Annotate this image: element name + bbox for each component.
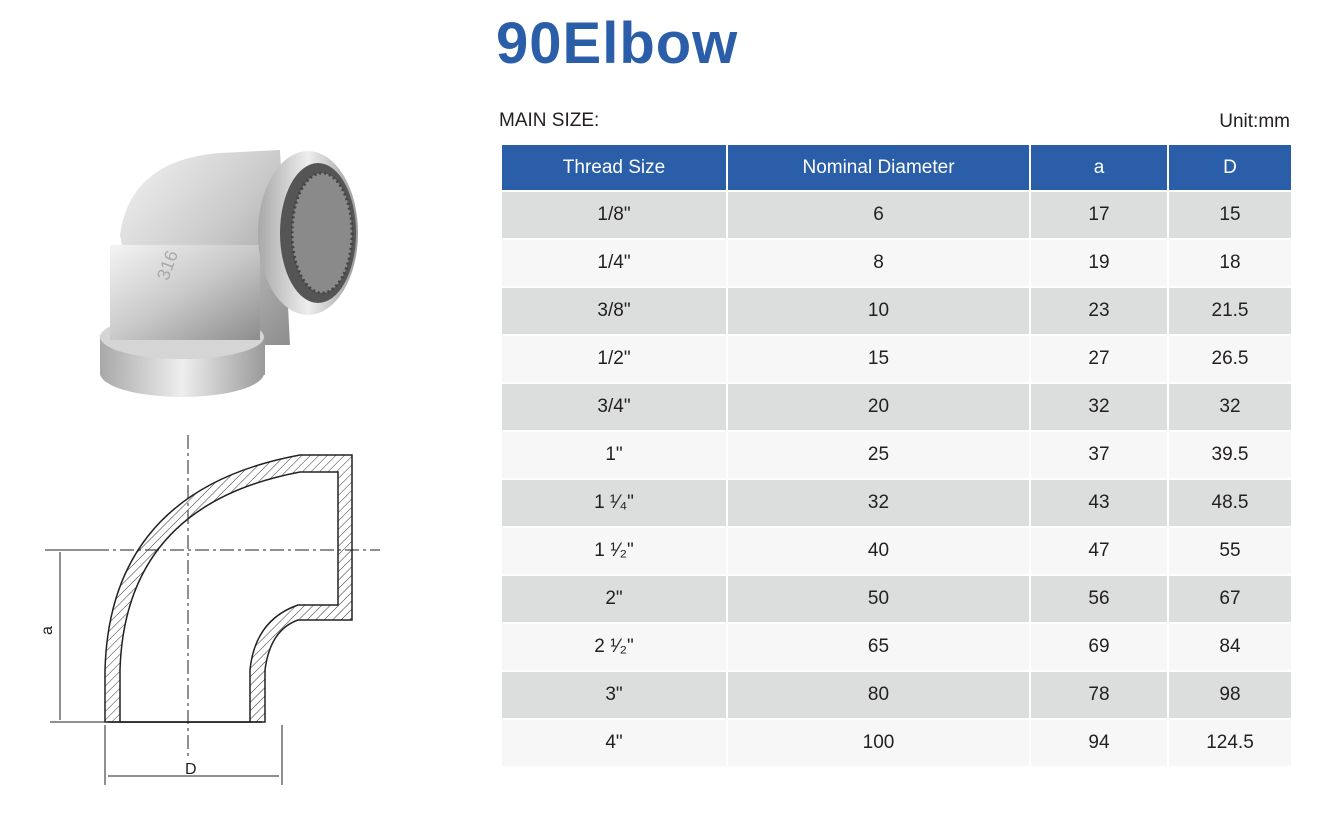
cell-nominal-diameter: 50: [726, 574, 1031, 624]
cell-a: 78: [1029, 670, 1169, 720]
cell-nominal-diameter: 80: [726, 670, 1031, 720]
table-row: 3/8" 10 23 21.5: [500, 286, 1293, 336]
table-row: 1" 25 37 39.5: [500, 430, 1293, 480]
cell-thread-size: 1/2": [500, 334, 728, 384]
cell-nominal-diameter: 65: [726, 622, 1031, 672]
cell-D: 84: [1167, 622, 1293, 672]
table-header-row: Thread Size Nominal Diameter a D: [500, 143, 1293, 192]
cell-nominal-diameter: 10: [726, 286, 1031, 336]
table-row: 1 ¹⁄₂" 40 47 55: [500, 526, 1293, 576]
cell-thread-size: 4": [500, 718, 728, 768]
header-thread-size: Thread Size: [500, 143, 728, 192]
cell-D: 124.5: [1167, 718, 1293, 768]
unit-label: Unit:mm: [1219, 111, 1290, 132]
cell-thread-size: 2 ¹⁄₂": [500, 622, 728, 672]
cell-nominal-diameter: 20: [726, 382, 1031, 432]
cell-a: 17: [1029, 190, 1169, 240]
cell-thread-size: 3": [500, 670, 728, 720]
cell-thread-size: 1": [500, 430, 728, 480]
cell-thread-size: 3/8": [500, 286, 728, 336]
cell-a: 23: [1029, 286, 1169, 336]
cell-a: 19: [1029, 238, 1169, 288]
cell-a: 27: [1029, 334, 1169, 384]
table-row: 1 ¹⁄₄" 32 43 48.5: [500, 478, 1293, 528]
cell-D: 26.5: [1167, 334, 1293, 384]
cell-nominal-diameter: 32: [726, 478, 1031, 528]
table-row: 2 ¹⁄₂" 65 69 84: [500, 622, 1293, 672]
cell-D: 55: [1167, 526, 1293, 576]
cell-nominal-diameter: 6: [726, 190, 1031, 240]
cell-D: 32: [1167, 382, 1293, 432]
cell-a: 47: [1029, 526, 1169, 576]
cell-nominal-diameter: 25: [726, 430, 1031, 480]
cell-thread-size: 2": [500, 574, 728, 624]
cell-a: 69: [1029, 622, 1169, 672]
table-row: 1/8" 6 17 15: [500, 190, 1293, 240]
header-D: D: [1167, 143, 1293, 192]
header-a: a: [1029, 143, 1169, 192]
cell-D: 21.5: [1167, 286, 1293, 336]
cell-D: 18: [1167, 238, 1293, 288]
cell-nominal-diameter: 15: [726, 334, 1031, 384]
cell-a: 94: [1029, 718, 1169, 768]
cell-D: 48.5: [1167, 478, 1293, 528]
cell-thread-size: 1/4": [500, 238, 728, 288]
dim-a-label: a: [39, 626, 56, 635]
cell-D: 98: [1167, 670, 1293, 720]
cell-D: 39.5: [1167, 430, 1293, 480]
cell-nominal-diameter: 100: [726, 718, 1031, 768]
table-row: 4" 100 94 124.5: [500, 718, 1293, 768]
header-nominal-diameter: Nominal Diameter: [726, 143, 1031, 192]
main-size-label: MAIN SIZE:: [499, 110, 600, 131]
cell-a: 43: [1029, 478, 1169, 528]
size-table: Thread Size Nominal Diameter a D 1/8" 6 17…: [500, 143, 1293, 768]
cell-nominal-diameter: 40: [726, 526, 1031, 576]
cell-a: 37: [1029, 430, 1169, 480]
dim-D-label: D: [185, 761, 197, 778]
table-row: 3/4" 20 32 32: [500, 382, 1293, 432]
table-row: 1/2" 15 27 26.5: [500, 334, 1293, 384]
page-title: 90Elbow: [496, 11, 739, 76]
cell-thread-size: 1 ¹⁄₄": [500, 478, 728, 528]
table-row: 1/4" 8 19 18: [500, 238, 1293, 288]
cell-a: 56: [1029, 574, 1169, 624]
elbow-section-drawing: a D: [39, 435, 380, 785]
table-row: 2" 50 56 67: [500, 574, 1293, 624]
table-row: 3" 80 78 98: [500, 670, 1293, 720]
cell-thread-size: 3/4": [500, 382, 728, 432]
elbow-photo: 316: [100, 150, 358, 397]
cell-a: 32: [1029, 382, 1169, 432]
cell-D: 15: [1167, 190, 1293, 240]
cell-thread-size: 1 ¹⁄₂": [500, 526, 728, 576]
cell-nominal-diameter: 8: [726, 238, 1031, 288]
cell-thread-size: 1/8": [500, 190, 728, 240]
cell-D: 67: [1167, 574, 1293, 624]
